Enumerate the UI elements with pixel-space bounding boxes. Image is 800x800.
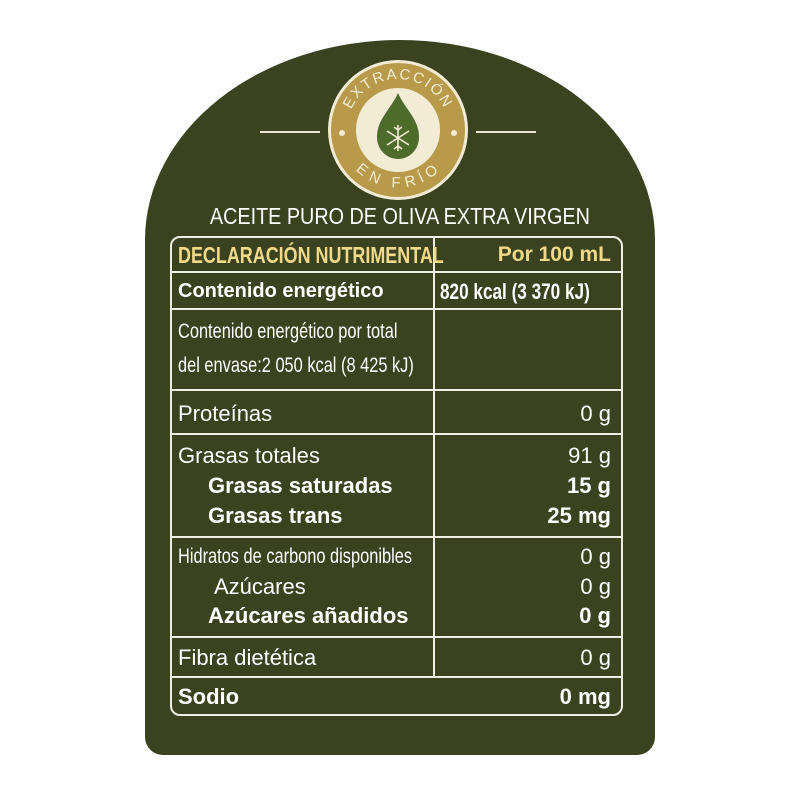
carbs-label: Hidratos de carbono disponibles: [178, 545, 413, 568]
sugars-value: 0 g: [580, 574, 611, 599]
energy-total-line1: Contenido energético por total: [178, 320, 398, 343]
proteins-value: 0 g: [580, 401, 611, 426]
carbs-row: Hidratos de carbono disponibles 0 g Azúc…: [172, 536, 621, 636]
sodium-label: Sodio: [178, 684, 240, 709]
divider-left: [260, 131, 320, 133]
energy-total-row: Contenido energético por total del envas…: [172, 308, 621, 389]
nutrition-table: DECLARACIÓN NUTRIMENTAL Por 100 mL Conte…: [170, 236, 623, 716]
product-title: ACEITE PURO DE OLIVA EXTRA VIRGEN: [210, 203, 590, 229]
fats-row: Grasas totales 91 g Grasas saturadas 15 …: [172, 433, 621, 536]
snowflake-drop-icon: [377, 93, 419, 159]
header-row: DECLARACIÓN NUTRIMENTAL Por 100 mL: [172, 238, 621, 271]
energy-row: Contenido energético 820 kcal (3 370 kJ): [172, 271, 621, 308]
divider-right: [476, 131, 536, 133]
carbs-value: 0 g: [580, 544, 611, 569]
sugars-label: Azúcares: [214, 574, 306, 599]
sodium-value: 0 mg: [559, 684, 611, 709]
sodium-row: Sodio 0 mg: [172, 676, 621, 714]
trans-fats-value: 25 mg: [547, 503, 611, 528]
added-sugars-value: 0 g: [579, 603, 611, 628]
fats-value: 91 g: [568, 443, 611, 468]
cold-extraction-badge: EXTRACCIÓN EN FRÍO: [328, 60, 468, 200]
fiber-value: 0 g: [580, 645, 611, 670]
added-sugars-label: Azúcares añadidos: [208, 603, 409, 628]
header-value: Por 100 mL: [497, 243, 611, 266]
fiber-label: Fibra dietética: [178, 645, 317, 670]
sat-fats-value: 15 g: [566, 473, 611, 498]
energy-total-line2: del envase:2 050 kcal (8 425 kJ): [178, 354, 414, 377]
energy-label: Contenido energético: [178, 280, 384, 302]
proteins-label: Proteínas: [178, 401, 273, 426]
energy-value: 820 kcal (3 370 kJ): [440, 279, 590, 304]
header-label: DECLARACIÓN NUTRIMENTAL: [178, 242, 444, 268]
sat-fats-label: Grasas saturadas: [208, 473, 393, 498]
trans-fats-label: Grasas trans: [208, 503, 343, 528]
proteins-row: Proteínas 0 g: [172, 389, 621, 433]
fiber-row: Fibra dietética 0 g: [172, 636, 621, 676]
fats-label: Grasas totales: [178, 443, 320, 468]
